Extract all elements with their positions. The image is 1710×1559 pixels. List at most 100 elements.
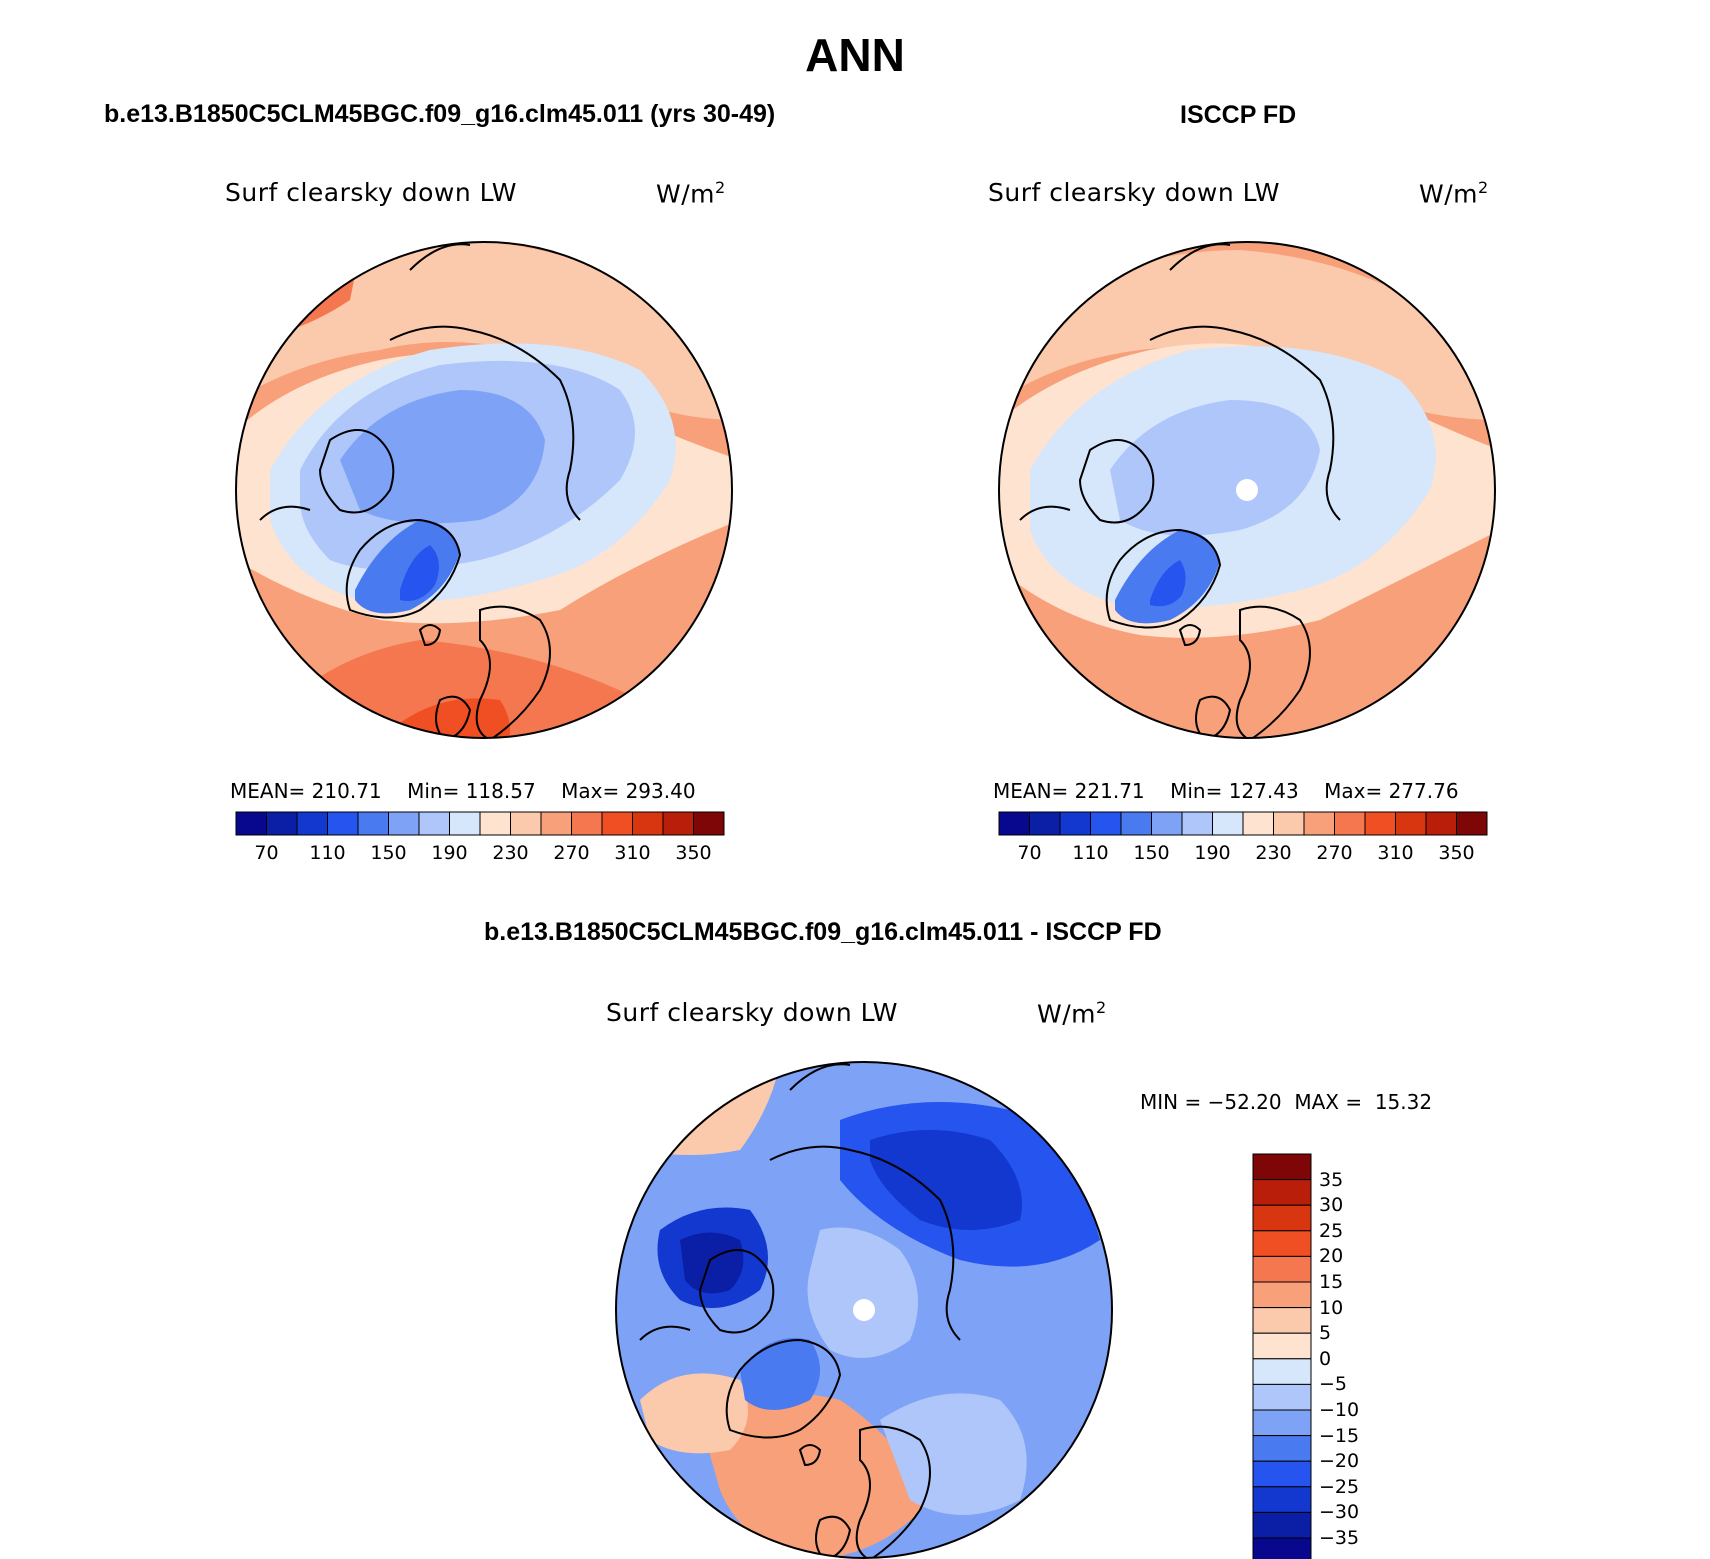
diff-colorbar-tick-label: 25 [1319,1219,1344,1242]
obs-colorbar-tick-label: 150 [1133,842,1170,864]
diff-colorbar-box [1252,1230,1312,1257]
obs-colorbar-box [1303,811,1335,836]
diff-colorbar-box [1252,1435,1312,1462]
model-colorbar-box [479,811,511,836]
diff-variable-label: Surf clearsky down LW [606,998,899,1027]
model-colorbar-tick-label: 150 [370,842,407,864]
obs-colorbar-box [1120,811,1152,836]
obs-colorbar-box [1090,811,1122,836]
model-colorbar-box [418,811,450,836]
obs-colorbar-box [1151,811,1183,836]
model-panel-title: b.e13.B1850C5CLM45BGC.f09_g16.clm45.011 … [104,100,776,128]
model-colorbar-box [601,811,633,836]
diff-map-border [615,1061,1113,1559]
obs-colorbar-tick-label: 230 [1255,842,1292,864]
diff-colorbar-box [1252,1307,1312,1334]
diff-panel-title: b.e13.B1850C5CLM45BGC.f09_g16.clm45.011 … [484,918,1162,946]
diff-colorbar-tick-label: 10 [1319,1296,1344,1319]
model-colorbar-box [388,811,420,836]
obs-colorbar-tick-label: 110 [1072,842,1109,864]
diff-colorbar-tick-label: −5 [1319,1373,1348,1396]
model-colorbar-box [327,811,359,836]
obs-units-label: W/m2 [1419,178,1489,209]
diff-colorbar-tick-label: −25 [1319,1475,1360,1498]
obs-colorbar-box [1181,811,1213,836]
obs-colorbar-tick-label: 270 [1316,842,1353,864]
model-colorbar-tick-label: 110 [309,842,346,864]
model-colorbar-box [357,811,389,836]
diff-colorbar [1252,1153,1312,1559]
model-colorbar-box [235,811,267,836]
model-colorbar-box [449,811,481,836]
model-colorbar-box [296,811,328,836]
diff-colorbar-tick-label: 30 [1319,1194,1344,1217]
obs-colorbar-box [1364,811,1396,836]
diff-coastlines [639,1063,961,1558]
diff-colorbar-tick-label: 5 [1319,1322,1332,1345]
diff-colorbar-tick-label: −15 [1319,1424,1360,1447]
diff-colorbar-box [1252,1383,1312,1411]
obs-colorbar-tick-label: 70 [1017,842,1042,864]
diff-colorbar-box [1252,1153,1312,1181]
model-colorbar-tick-label: 270 [553,842,590,864]
diff-colorbar-box [1252,1460,1312,1488]
model-colorbar-box [510,811,542,836]
model-colorbar-box [571,811,603,836]
model-stats: MEAN= 210.71 Min= 118.57 Max= 293.40 [230,779,696,803]
model-colorbar-box [662,811,694,836]
diff-colorbar-box [1252,1179,1312,1206]
obs-colorbar-box [1242,811,1274,836]
obs-stats: MEAN= 221.71 Min= 127.43 Max= 277.76 [993,779,1459,803]
diff-colorbar-tick-label: −35 [1319,1527,1360,1549]
model-colorbar-tick-label: 310 [614,842,651,864]
diff-colorbar-box [1252,1409,1312,1437]
model-coastlines [259,243,581,738]
diff-stats: MIN = −52.20 MAX = 15.32 [1140,1090,1433,1114]
model-colorbar-tick-label: 230 [492,842,529,864]
diff-colorbar-tick-label: 20 [1319,1245,1344,1268]
diff-colorbar-tick-label: 35 [1319,1168,1344,1191]
model-units-label: W/m2 [656,178,726,209]
figure-title: ANN [805,29,905,81]
model-variable-label: Surf clearsky down LW [225,178,518,207]
obs-colorbar-tick-label: 190 [1194,842,1231,864]
obs-colorbar-box [1456,811,1488,836]
obs-map-border [998,241,1496,739]
obs-colorbar-tick-label: 310 [1377,842,1414,864]
model-colorbar-box [693,811,725,836]
diff-colorbar-box [1252,1358,1312,1385]
model-colorbar-tick-label: 350 [675,842,712,864]
diff-colorbar-tick-label: 15 [1319,1271,1344,1293]
obs-colorbar-box [1334,811,1366,836]
diff-colorbar-tick-label: −20 [1319,1450,1360,1473]
model-colorbar-box [632,811,664,836]
diff-colorbar-box [1252,1537,1312,1559]
obs-map [999,242,1495,738]
obs-colorbar [998,811,1488,836]
obs-coastlines [1019,243,1341,738]
model-colorbar-tick-label: 190 [431,842,468,864]
diff-map [616,1062,1112,1558]
obs-variable-label: Surf clearsky down LW [988,178,1281,207]
model-map [236,242,732,738]
diff-colorbar-tick-label: −30 [1319,1501,1360,1524]
diff-colorbar-tick-label: 0 [1319,1347,1332,1370]
diff-colorbar-box [1252,1255,1312,1283]
diff-colorbar-box [1252,1332,1312,1360]
diff-units-label: W/m2 [1037,998,1107,1029]
diff-colorbar-box [1252,1204,1312,1232]
obs-colorbar-box [1059,811,1091,836]
diff-colorbar-tick-label: −10 [1319,1399,1360,1421]
diff-colorbar-box [1252,1511,1312,1539]
model-colorbar [235,811,725,836]
obs-colorbar-box [998,811,1030,836]
obs-colorbar-tick-label: 350 [1438,842,1475,864]
obs-colorbar-box [1212,811,1244,836]
obs-panel-title: ISCCP FD [1180,101,1297,129]
obs-colorbar-box [1273,811,1305,836]
model-colorbar-box [540,811,572,836]
model-map-border [235,241,733,739]
diff-colorbar-box [1252,1281,1312,1309]
obs-colorbar-box [1395,811,1427,836]
